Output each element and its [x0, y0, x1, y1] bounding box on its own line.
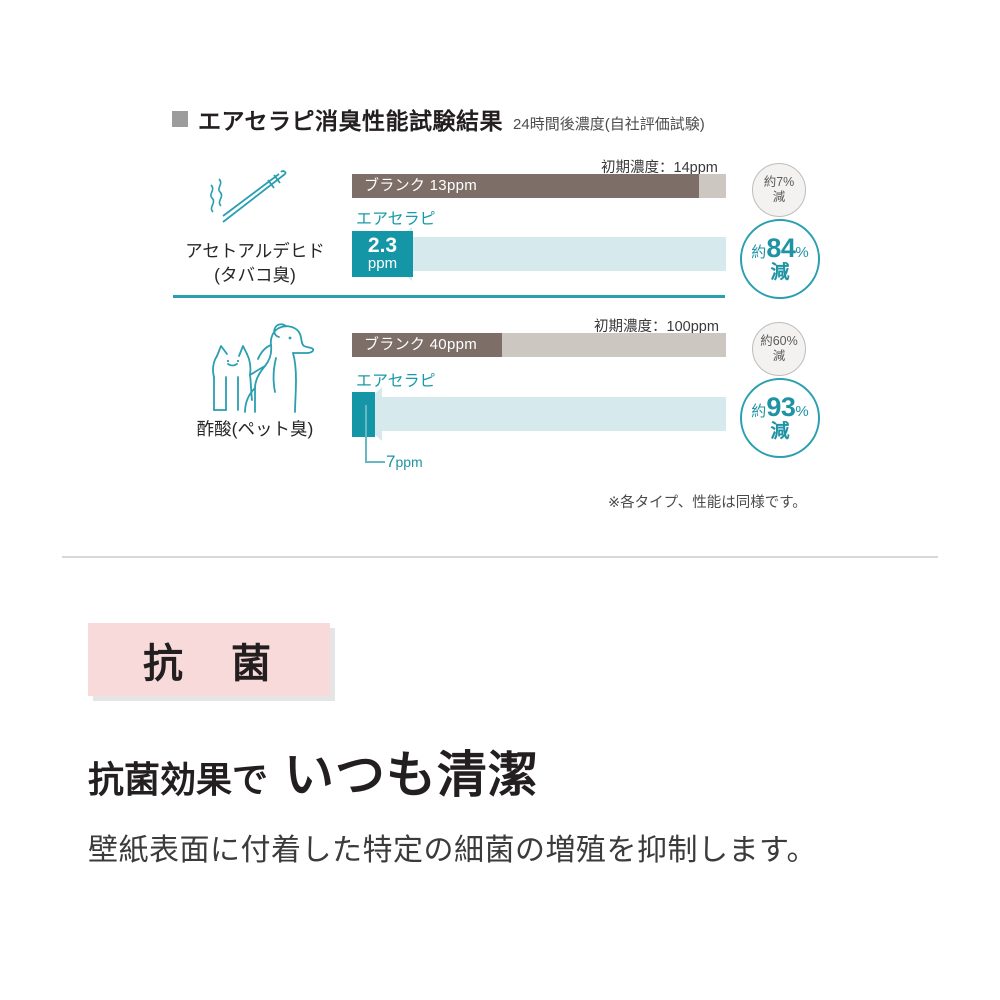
- badge-sm-bottom-2: 減: [772, 348, 786, 363]
- badge-lg-num-1: 84: [766, 232, 796, 263]
- badge-lg-pre-1: 約: [751, 243, 767, 261]
- antibacterial-body: 壁紙表面に付着した特定の細菌の増殖を抑制します。: [88, 834, 817, 867]
- category-label-acetic-acid: 酢酸(ペット臭): [196, 419, 314, 439]
- blank-bar-track-2: ブランク 40ppm: [352, 333, 726, 357]
- badge-sm-pct-2: %: [786, 333, 798, 348]
- badge-sm-top-1: 約7: [763, 174, 784, 189]
- section-title: エアセラピ消臭性能試験結果 24時間後濃度(自社評価試験): [172, 102, 705, 136]
- antibacterial-headline: 抗菌効果で いつも清潔: [88, 735, 539, 807]
- badge-lg-bottom-1: 減: [770, 262, 790, 284]
- leader-vertical-2: [365, 405, 367, 463]
- blank-bar-label-2: ブランク 40ppm: [364, 336, 478, 353]
- badge-sm-pct-1: %: [783, 174, 795, 189]
- value-label-2: 7ppm: [386, 452, 423, 471]
- headline-big: いつも清潔: [284, 747, 540, 803]
- value-box-1: 2.3 ppm: [352, 231, 413, 277]
- reduction-arrow-tail-1: [412, 237, 726, 271]
- initial-concentration-label-2: 初期濃度：100ppm: [594, 319, 719, 335]
- reduction-badge-small-2: 約60% 減: [752, 322, 806, 376]
- value-box-2: [352, 392, 375, 437]
- reduction-arrow-tail-2: [382, 397, 726, 431]
- badge-lg-pct-2: %: [795, 402, 809, 420]
- cigarette-icon: [210, 170, 287, 223]
- category-label-acetaldehyde: アセトアルデヒド (タバコ臭): [185, 241, 325, 285]
- blank-bar-fill-1: [352, 174, 700, 198]
- initial-concentration-label-1: 初期濃度：14ppm: [601, 160, 718, 176]
- badge-sm-bottom-1: 減: [772, 189, 786, 204]
- reduction-badge-small-1: 約7% 減: [752, 163, 806, 217]
- badge-lg-bottom-2: 減: [770, 421, 790, 443]
- chart-footnote: ※各タイプ、性能は同様です。: [608, 495, 807, 511]
- reduction-badge-large-1: 約84% 減: [740, 219, 820, 299]
- section-title-main: エアセラピ消臭性能試験結果: [198, 108, 504, 134]
- badge-lg-pct-1: %: [795, 243, 809, 261]
- badge-sm-top-2: 約60: [760, 333, 787, 348]
- antibacterial-banner: 抗 菌: [88, 623, 330, 696]
- section-divider: [62, 556, 938, 558]
- cat-dog-icon: [212, 323, 315, 413]
- square-marker-icon: [172, 111, 188, 127]
- value-box-text-1: 2.3 ppm: [367, 234, 398, 273]
- airtherapy-label-2: エアセラピ: [356, 373, 436, 390]
- blank-bar-track-1: ブランク 13ppm: [352, 174, 726, 198]
- badge-lg-num-2: 93: [766, 391, 796, 422]
- leader-horizontal-2: [365, 461, 385, 463]
- airtherapy-label-1: エアセラピ: [356, 211, 436, 228]
- blank-bar-fill-2: [352, 333, 502, 357]
- antibacterial-banner-label: 抗 菌: [143, 641, 275, 686]
- blank-bar-label-1: ブランク 13ppm: [364, 177, 478, 194]
- badge-lg-pre-2: 約: [751, 402, 767, 420]
- section-title-sub: 24時間後濃度(自社評価試験): [513, 116, 705, 133]
- group-divider: [173, 295, 725, 298]
- reduction-badge-large-2: 約93% 減: [740, 378, 820, 458]
- headline-small: 抗菌効果で: [88, 759, 269, 800]
